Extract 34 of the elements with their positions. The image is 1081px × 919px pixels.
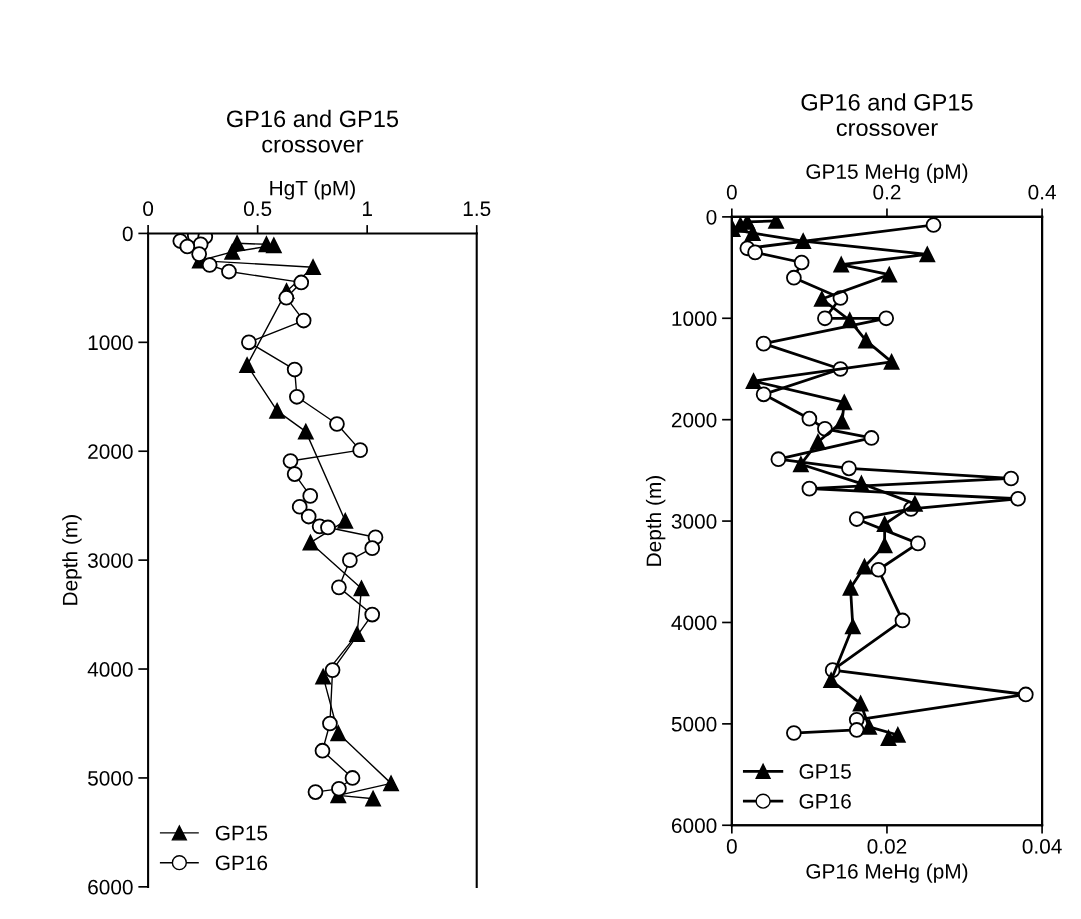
x-tick-label: 1.5 <box>463 201 491 217</box>
y-axis-title: Depth (m) <box>62 515 82 605</box>
x-axis-title: HgT (pM) <box>270 180 355 200</box>
y-tick-label: 2000 <box>88 444 133 459</box>
x-tick-label: 0.5 <box>243 201 272 217</box>
y-tick-label: 1000 <box>88 335 133 351</box>
y-tick-label: 4000 <box>87 662 133 677</box>
x2-tick-label: 0 <box>726 184 737 200</box>
x-tick-label: 0 <box>726 839 737 854</box>
y-tick-label: 5000 <box>88 770 133 786</box>
legend-label: GP15 <box>799 764 851 779</box>
y-tick-label: 1000 <box>672 311 717 327</box>
y-tick-label: 6000 <box>671 818 717 834</box>
y-tick-label: 0 <box>122 226 133 242</box>
x2-tick-label: 0.2 <box>873 184 901 200</box>
x-axis-title: GP16 MeHg (pM) <box>806 863 968 883</box>
chart-title: GP16 and GP15 crossover <box>226 109 399 153</box>
chart-title: GP16 and GP15 crossover <box>801 93 973 137</box>
x2-tick-label: 0.4 <box>1028 184 1056 200</box>
y-tick-label: 3000 <box>671 514 717 529</box>
x-tick-label: 0.02 <box>867 839 907 854</box>
legend-label: GP15 <box>215 825 268 841</box>
legend-label: GP16 <box>799 793 851 809</box>
x-tick-label: 1 <box>362 201 372 216</box>
x-tick-label: 0.04 <box>1022 839 1062 854</box>
y-tick-label: 3000 <box>87 553 133 568</box>
y-tick-label: 2000 <box>671 412 717 428</box>
y-axis-title: Depth (m) <box>645 476 666 566</box>
y-tick-label: 6000 <box>88 879 133 895</box>
y-tick-label: 4000 <box>671 615 717 631</box>
legend-label: GP16 <box>215 855 268 871</box>
x2-axis-title: GP15 MeHg (pM) <box>806 163 968 184</box>
x-tick-label: 0 <box>143 201 154 217</box>
y-tick-label: 5000 <box>671 716 717 732</box>
